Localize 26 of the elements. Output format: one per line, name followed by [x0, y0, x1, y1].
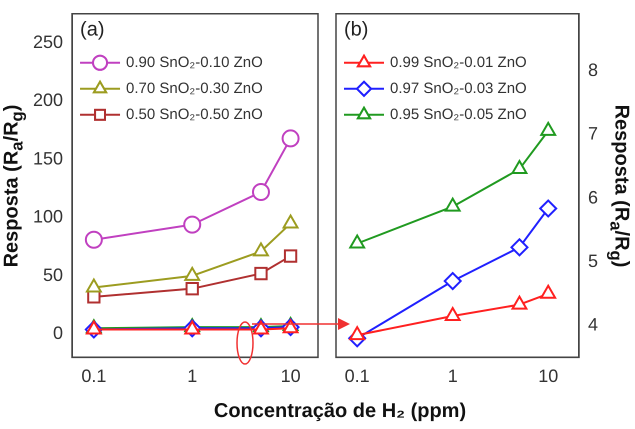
x-tick-label: 1: [448, 366, 458, 386]
annotation: (a): [80, 18, 104, 40]
y2-tick-label: 7: [588, 124, 598, 144]
legend-label: 0.70 SnO₂-0.30 ZnO: [126, 80, 263, 97]
annotation: (b): [344, 18, 368, 40]
y-tick-label: 150: [32, 148, 64, 168]
y-tick-label: 0: [53, 323, 64, 344]
legend-label: 0.90 SnO₂-0.10 ZnO: [126, 54, 263, 71]
y-tick-label: 200: [32, 90, 64, 110]
y-tick-label: 250: [32, 32, 64, 52]
y2-tick-label: 5: [588, 250, 598, 271]
y-tick-label: 50: [43, 264, 64, 285]
x-tick-label: 10: [538, 366, 558, 386]
legend-label: 0.95 SnO₂-0.05 ZnO: [390, 106, 527, 123]
legend-label: 0.99 SnO₂-0.01 ZnO: [390, 54, 527, 71]
y2-tick-label: 8: [588, 60, 598, 80]
y2-tick-label: 4: [588, 314, 598, 335]
x-tick-label: 0.1: [344, 366, 370, 386]
x-tick-label: 10: [280, 366, 301, 386]
y2-tick-label: 6: [588, 187, 598, 208]
x-tick-label: 0.1: [81, 366, 106, 386]
x-tick-label: 1: [187, 366, 198, 386]
x-axis-title: Concentração de H₂ (ppm): [214, 400, 466, 423]
y-tick-label: 100: [32, 206, 64, 227]
legend-label: 0.97 SnO₂-0.03 ZnO: [390, 80, 527, 97]
legend-label: 0.50 SnO₂-0.50 ZnO: [126, 106, 263, 123]
